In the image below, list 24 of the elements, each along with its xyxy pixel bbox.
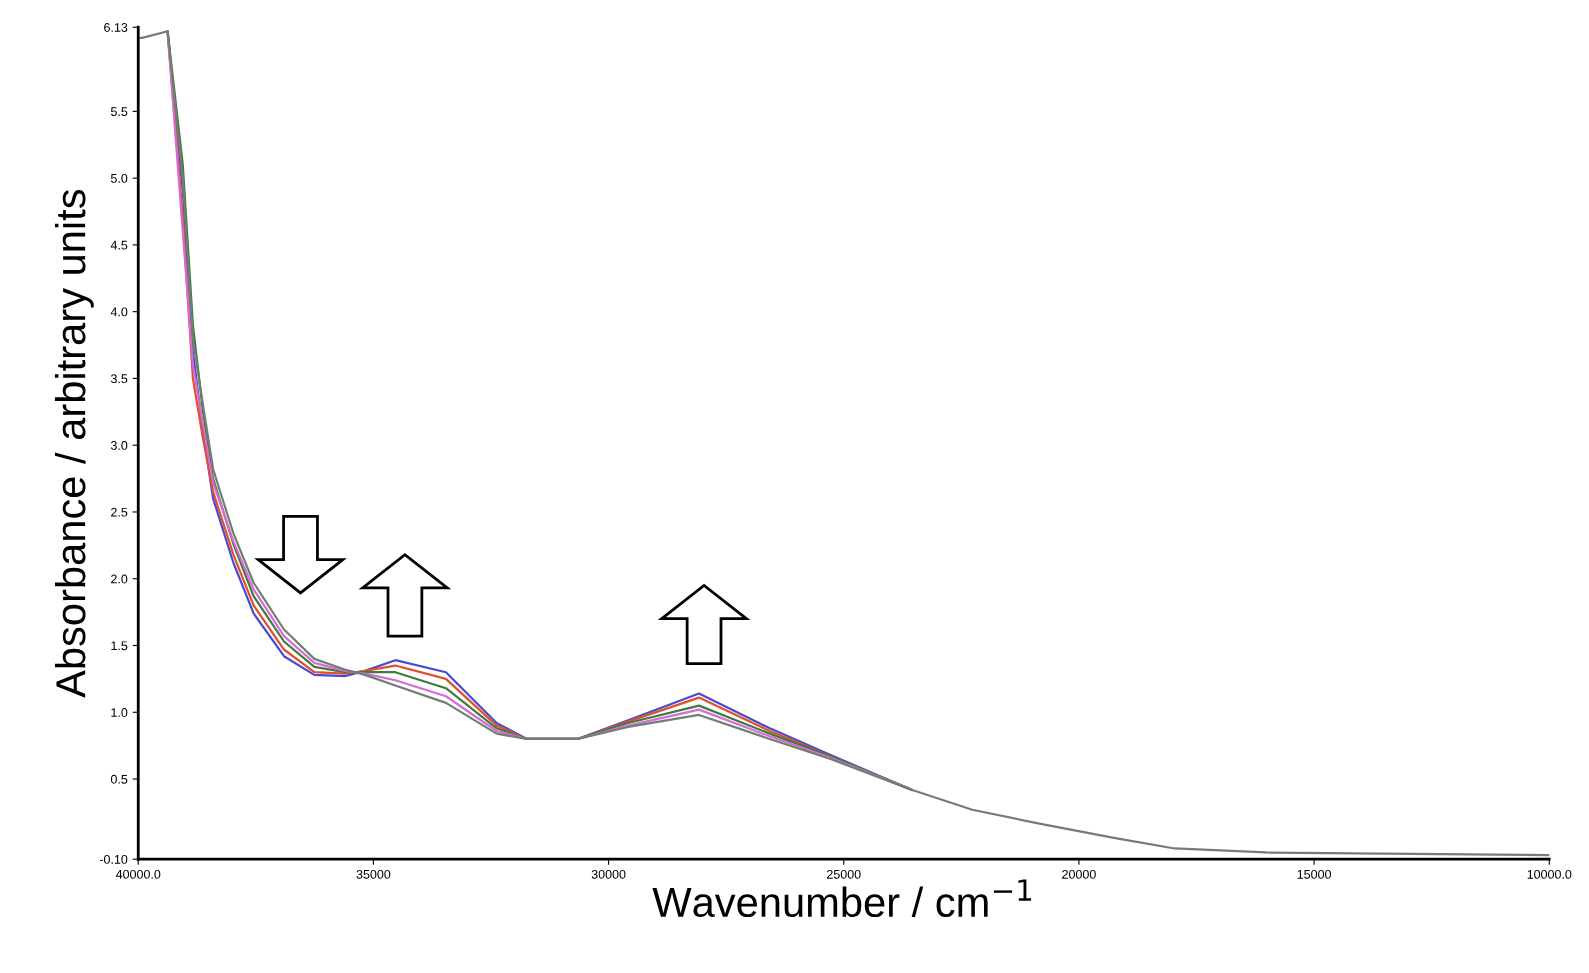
- line-series: [166, 30, 913, 791]
- x-axis-title: Wavenumber / cm$^{−1}$: [652, 879, 1032, 918]
- line-series: [138, 30, 1550, 857]
- y-tick-label: 3.5: [110, 374, 128, 384]
- x-tick-label: 20000: [1062, 869, 1096, 879]
- x-tick-label: 30000: [591, 869, 626, 879]
- y-tick-label: 5.0: [110, 173, 128, 183]
- y-tick-label: 6.13: [104, 23, 128, 32]
- y-tick-label: 4.0: [110, 307, 128, 317]
- x-tick-label: 15000: [1297, 869, 1331, 879]
- x-tick-label: 25000: [827, 869, 861, 879]
- y-tick-label: 1.5: [111, 641, 128, 651]
- y-tick-label: 1.0: [111, 708, 128, 717]
- x-tick-label: 40000.0: [115, 869, 161, 879]
- x-tick-label: 10000.0: [1527, 869, 1572, 879]
- y-tick-label: 0.5: [110, 774, 128, 784]
- y-tick-label: -0.10: [99, 854, 128, 864]
- y-axis-title: Absorbance / arbitrary units: [54, 189, 94, 698]
- y-tick-label: 4.5: [110, 240, 128, 250]
- y-tick-label: 2.5: [111, 507, 128, 517]
- x-tick-label: 35000: [356, 869, 391, 879]
- y-tick-label: 3.0: [110, 441, 128, 450]
- y-tick-label: 2.0: [111, 574, 128, 584]
- y-tick-label: 5.5: [110, 107, 128, 117]
